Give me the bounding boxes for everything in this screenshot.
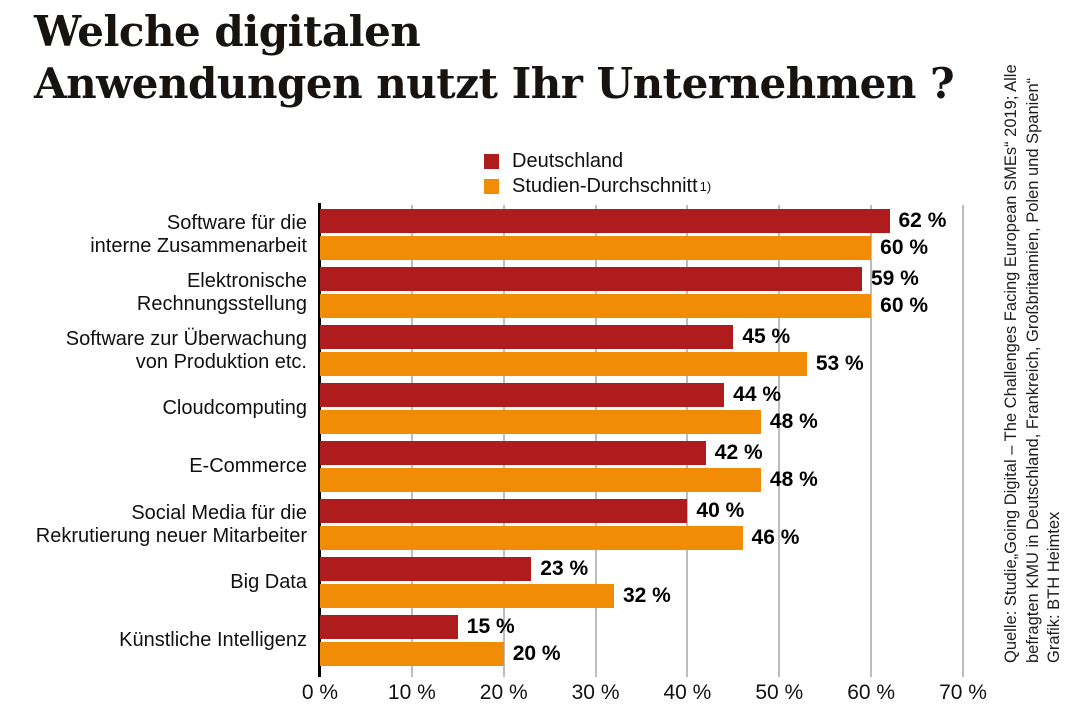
- bar-studien-durchschnitt-2: [320, 352, 807, 376]
- category-label-text: Cloudcomputing: [162, 397, 307, 419]
- category-label-text: Software zur Überwachung von Produktion e…: [65, 327, 307, 373]
- gridline-60: [870, 205, 873, 677]
- bar-studien-durchschnitt-3: [320, 410, 761, 434]
- category-label-5: Social Media für die Rekrutierung neuer M…: [0, 499, 307, 550]
- value-label-deutschland-6: 23 %: [540, 557, 589, 580]
- bar-deutschland-4: [320, 441, 706, 465]
- chart-title: Welche digitalen Anwendungen nutzt Ihr Un…: [34, 6, 955, 110]
- bar-studien-durchschnitt-4: [320, 468, 761, 492]
- bar-deutschland-2: [320, 325, 734, 349]
- bar-studien-durchschnitt-6: [320, 584, 614, 608]
- x-tick-label-60: 60 %: [847, 681, 896, 704]
- gridline-70: [962, 205, 964, 677]
- legend-item-deutschland: Deutschland: [484, 149, 711, 174]
- value-label-deutschland-7: 15 %: [466, 615, 515, 638]
- category-label-4: E-Commerce: [0, 441, 307, 492]
- x-tick-label-70: 70 %: [939, 681, 987, 704]
- value-label-studien-durchschnitt-5: 46 %: [751, 526, 800, 549]
- legend: Deutschland Studien-Durchschnitt 1): [484, 149, 711, 199]
- source-line2: befragten KMU in Deutschland, Frankreich…: [1023, 77, 1042, 663]
- x-tick-label-10: 10 %: [387, 681, 436, 704]
- bar-studien-durchschnitt-7: [320, 642, 504, 666]
- source-line3: Grafik: BTH Heimtex: [1045, 511, 1063, 663]
- value-label-deutschland-5: 40 %: [696, 499, 745, 522]
- category-label-0: Software für die interne Zusammenarbeit: [0, 209, 307, 260]
- bar-deutschland-6: [320, 557, 532, 581]
- legend-item-studien-durchschnitt: Studien-Durchschnitt 1): [484, 174, 711, 199]
- bar-deutschland-0: [320, 209, 890, 233]
- category-label-text: E-Commerce: [189, 455, 307, 477]
- category-label-text: Künstliche Intelligenz: [119, 629, 307, 651]
- category-label-7: Künstliche Intelligenz: [0, 615, 307, 666]
- value-label-studien-durchschnitt-0: 60 %: [880, 236, 929, 259]
- x-tick-label-50: 50 %: [755, 681, 804, 704]
- chart-title-line2: Anwendungen nutzt Ihr Unternehmen ?: [34, 59, 955, 108]
- category-label-text: Social Media für die Rekrutierung neuer M…: [35, 501, 307, 547]
- x-tick-label-30: 30 %: [571, 681, 620, 704]
- value-label-studien-durchschnitt-1: 60 %: [880, 294, 929, 317]
- plot-area: 62 % 60 % 59 % 60 % 45 % 53 % 44 % 48 % 42 % 48 %…: [318, 203, 964, 677]
- y-axis-line: [318, 203, 321, 677]
- value-label-studien-durchschnitt-4: 48 %: [769, 468, 818, 491]
- value-label-deutschland-1: 59 %: [870, 267, 919, 290]
- value-label-deutschland-3: 44 %: [733, 383, 782, 406]
- value-label-studien-durchschnitt-6: 32 %: [622, 584, 671, 607]
- x-tick-label-20: 20 %: [479, 681, 528, 704]
- legend-label-studien-durchschnitt: Studien-Durchschnitt: [512, 175, 698, 197]
- legend-swatch-deutschland: [484, 154, 499, 169]
- source-line1: Quelle: Studie„Going Digital – The Chall…: [1002, 64, 1020, 663]
- value-label-deutschland-2: 45 %: [742, 325, 791, 348]
- category-label-3: Cloudcomputing: [0, 383, 307, 434]
- category-label-2: Software zur Überwachung von Produktion e…: [0, 325, 307, 376]
- source-credit: Quelle: Studie„Going Digital – The Chall…: [1001, 3, 1066, 663]
- bar-deutschland-5: [320, 499, 688, 523]
- value-label-deutschland-4: 42 %: [714, 441, 763, 464]
- chart-title-line1: Welche digitalen: [34, 7, 421, 56]
- bar-deutschland-1: [320, 267, 862, 291]
- category-label-text: Big Data: [230, 571, 307, 593]
- bar-studien-durchschnitt-0: [320, 236, 872, 260]
- bar-studien-durchschnitt-1: [320, 294, 872, 318]
- footnote-reference: 1): [699, 179, 712, 194]
- category-label-text: Elektronische Rechnungsstellung: [136, 269, 307, 315]
- category-label-1: Elektronische Rechnungsstellung: [0, 267, 307, 318]
- value-label-studien-durchschnitt-7: 20 %: [512, 642, 561, 665]
- value-label-deutschland-0: 62 %: [898, 209, 947, 232]
- legend-label-deutschland: Deutschland: [512, 150, 624, 172]
- value-label-studien-durchschnitt-2: 53 %: [815, 352, 864, 375]
- category-label-6: Big Data: [0, 557, 307, 608]
- x-tick-label-0: 0 %: [301, 681, 339, 704]
- gridline-50: [778, 205, 781, 677]
- category-label-text: Software für die interne Zusammenarbeit: [90, 211, 307, 257]
- bar-deutschland-3: [320, 383, 725, 407]
- bar-deutschland-7: [320, 615, 458, 639]
- value-label-studien-durchschnitt-3: 48 %: [769, 410, 818, 433]
- legend-swatch-studien-durchschnitt: [484, 179, 499, 194]
- x-tick-label-40: 40 %: [663, 681, 712, 704]
- bar-studien-durchschnitt-5: [320, 526, 743, 550]
